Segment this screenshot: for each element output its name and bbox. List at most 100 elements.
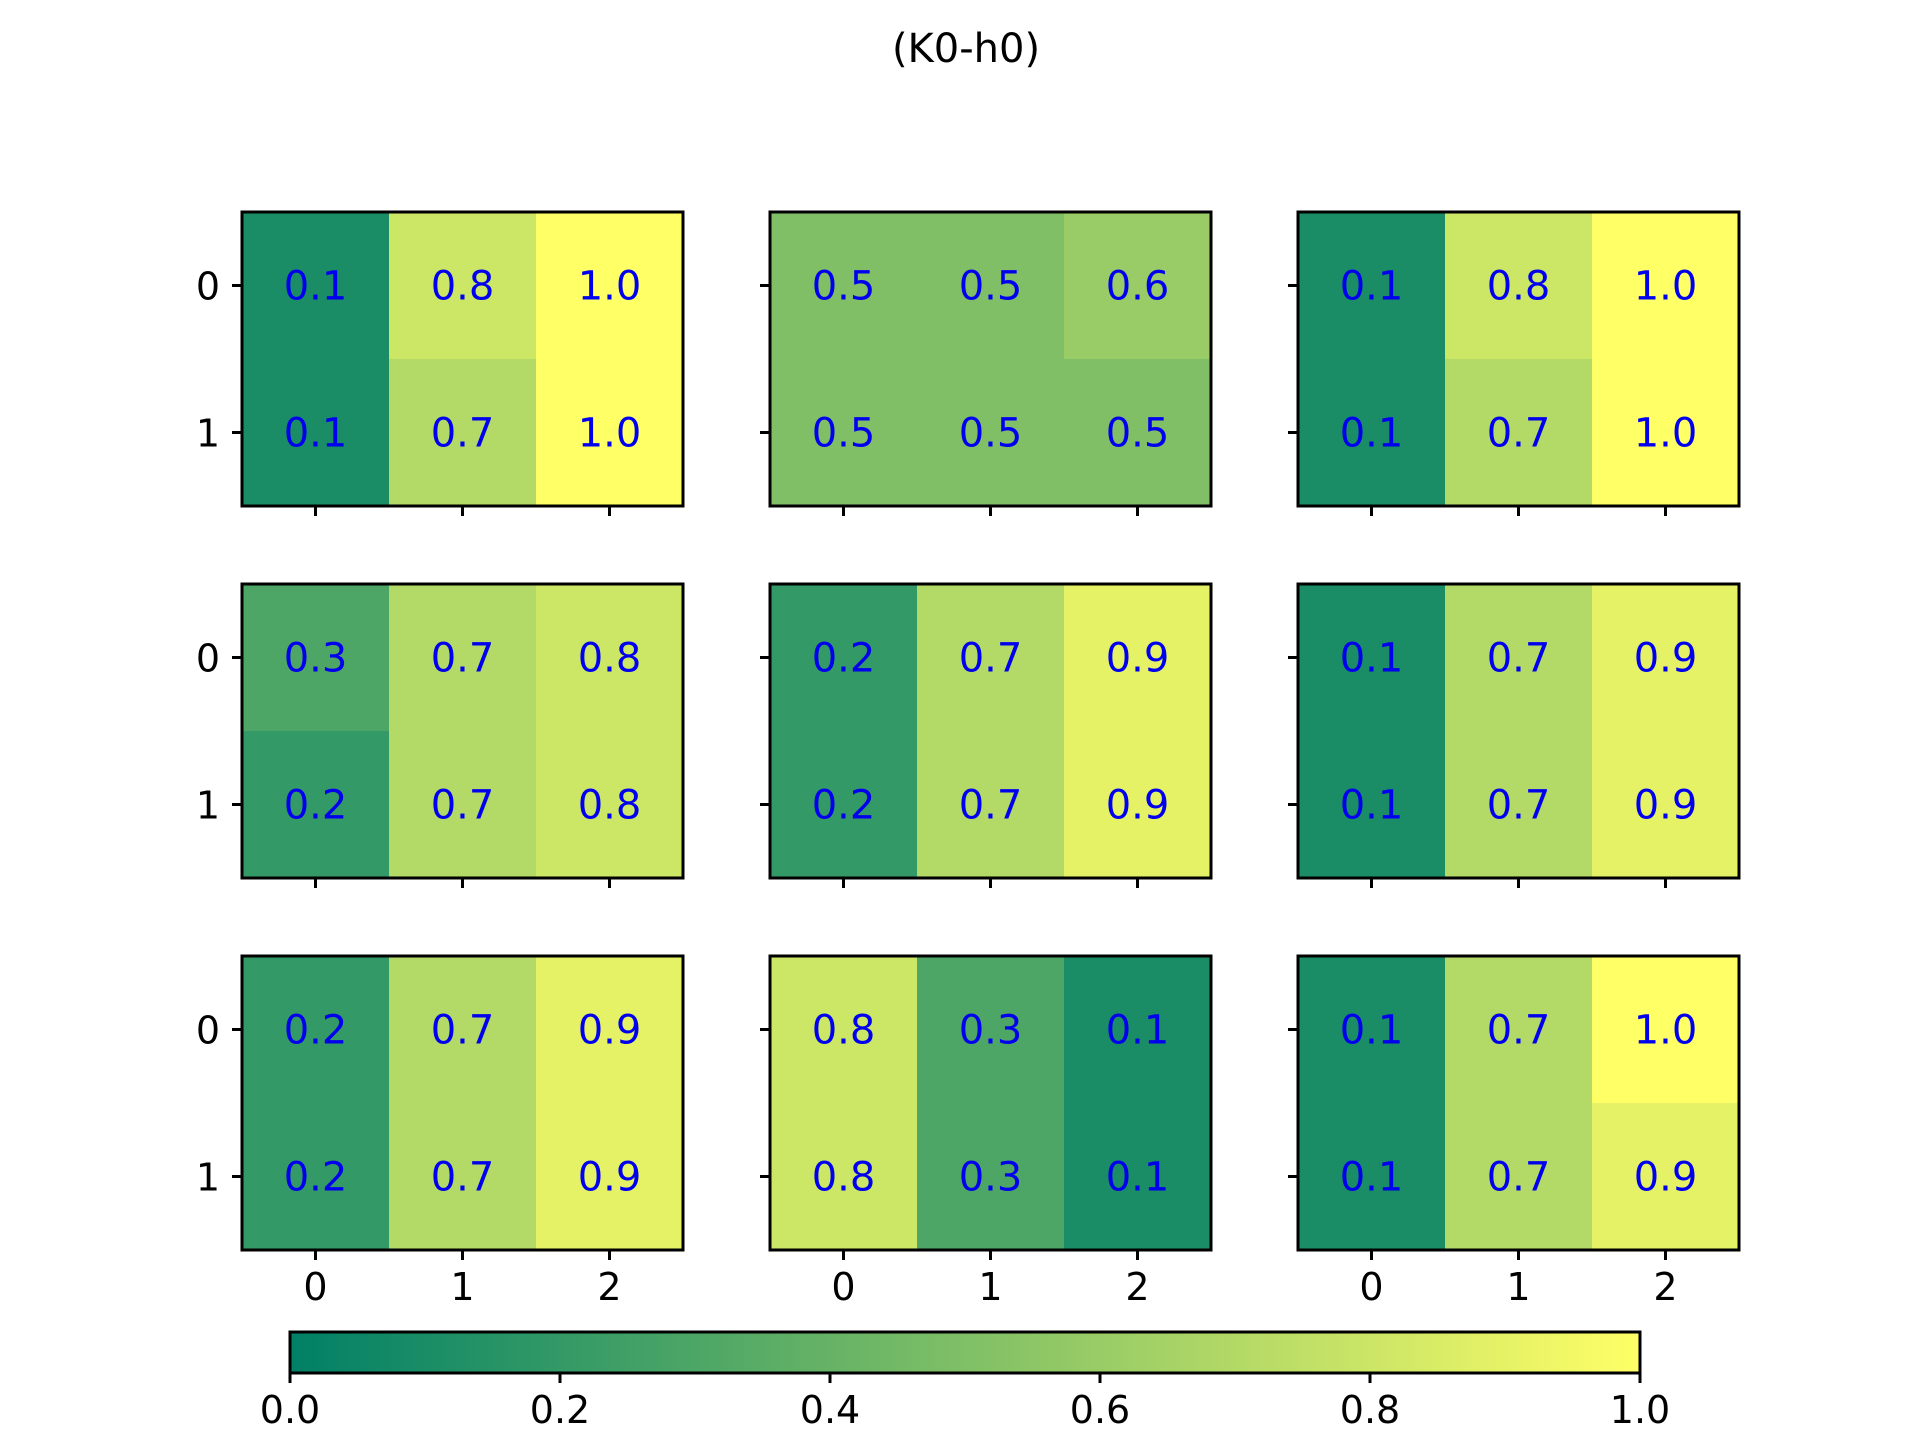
cell-value-label: 0.3 (959, 1008, 1023, 1054)
cell-value-label: 0.2 (812, 783, 876, 829)
heatmap-panel-6: 0.1 0.7 0.9 0.1 0.7 0.9 (1288, 582, 1741, 888)
cell-value-label: 0.8 (578, 636, 642, 682)
heatmap-panel-1: 0.1 0.8 1.0 0.1 0.7 1.0 0 1 (196, 210, 685, 516)
x-tick-label: 1 (450, 1265, 474, 1309)
y-tick-label: 0 (196, 265, 220, 309)
cell-value-label: 1.0 (578, 411, 642, 457)
heatmap-cell (1445, 584, 1593, 732)
colorbar-tick-label: 0.2 (530, 1388, 590, 1432)
cell-value-label: 0.7 (431, 783, 495, 829)
cell-value-label: 0.7 (1487, 411, 1551, 457)
cell-value-label: 0.1 (1340, 783, 1404, 829)
heatmap-cell (1298, 1103, 1446, 1251)
colorbar-tick-label: 0.8 (1340, 1388, 1400, 1432)
heatmap-cell (917, 212, 1065, 360)
heatmap-cell (389, 359, 537, 507)
cell-value-label: 0.8 (578, 783, 642, 829)
cell-value-label: 1.0 (1634, 264, 1698, 310)
heatmap-cell (1445, 956, 1593, 1104)
cell-value-label: 0.2 (284, 1155, 348, 1201)
heatmap-cell (536, 956, 684, 1104)
cell-value-label: 0.1 (1106, 1155, 1170, 1201)
colorbar: 0.0 0.2 0.4 0.6 0.8 1.0 (260, 1330, 1670, 1432)
cell-value-label: 0.6 (1106, 264, 1170, 310)
heatmap-cell (770, 731, 918, 879)
cell-value-label: 0.2 (812, 636, 876, 682)
heatmap-cell (242, 584, 390, 732)
cell-value-label: 0.3 (284, 636, 348, 682)
cell-value-label: 0.9 (1634, 1155, 1698, 1201)
heatmap-cell (242, 359, 390, 507)
cell-value-label: 0.9 (1106, 783, 1170, 829)
cell-value-label: 0.7 (1487, 1155, 1551, 1201)
heatmap-cell (917, 584, 1065, 732)
heatmap-cell (770, 584, 918, 732)
heatmap-panel-7: 0.2 0.7 0.9 0.2 0.7 0.9 0 1 0 1 2 (196, 954, 685, 1309)
heatmap-cell (917, 359, 1065, 507)
heatmap-panel-5: 0.2 0.7 0.9 0.2 0.7 0.9 (760, 582, 1213, 888)
heatmap-cell (1445, 359, 1593, 507)
colorbar-frame (288, 1330, 1642, 1375)
heatmap-cell (770, 359, 918, 507)
heatmap-cell (770, 956, 918, 1104)
cell-value-label: 0.7 (1487, 1008, 1551, 1054)
cell-value-label: 0.1 (1340, 1008, 1404, 1054)
heatmap-cell (770, 212, 918, 360)
cell-value-label: 0.7 (431, 636, 495, 682)
heatmap-cell (917, 731, 1065, 879)
cell-value-label: 1.0 (1634, 1008, 1698, 1054)
x-tick-label: 2 (1653, 1265, 1677, 1309)
cell-value-label: 0.7 (959, 783, 1023, 829)
heatmap-cell (242, 212, 390, 360)
cell-value-label: 0.1 (1340, 1155, 1404, 1201)
heatmap-cell (1298, 584, 1446, 732)
heatmap-cell (536, 1103, 684, 1251)
heatmap-cell (536, 359, 684, 507)
colorbar-tick-label: 0.0 (260, 1388, 320, 1432)
cell-value-label: 0.9 (1106, 636, 1170, 682)
heatmap-cell (389, 1103, 537, 1251)
cell-value-label: 0.9 (1634, 636, 1698, 682)
cell-value-label: 0.5 (1106, 411, 1170, 457)
heatmap-cell (1064, 584, 1212, 732)
cell-value-label: 0.7 (1487, 783, 1551, 829)
heatmap-cell (1592, 359, 1740, 507)
cell-value-label: 0.1 (1340, 264, 1404, 310)
cell-value-label: 0.7 (431, 411, 495, 457)
y-tick-label: 0 (196, 637, 220, 681)
heatmap-cell (917, 956, 1065, 1104)
heatmap-cell (1064, 359, 1212, 507)
heatmap-cell (242, 1103, 390, 1251)
x-tick-label: 0 (831, 1265, 855, 1309)
cell-value-label: 0.2 (284, 783, 348, 829)
cell-value-label: 0.1 (1106, 1008, 1170, 1054)
cell-value-label: 0.5 (959, 411, 1023, 457)
heatmap-cell (1064, 212, 1212, 360)
heatmap-cell (1592, 584, 1740, 732)
heatmap-cell (917, 1103, 1065, 1251)
colorbar-tick-label: 1.0 (1610, 1388, 1670, 1432)
heatmap-cell (242, 956, 390, 1104)
cell-value-label: 0.7 (431, 1008, 495, 1054)
heatmap-cell (1445, 1103, 1593, 1251)
heatmap-cell (1064, 731, 1212, 879)
y-tick-label: 1 (196, 412, 220, 456)
cell-value-label: 0.2 (284, 1008, 348, 1054)
heatmap-cell (389, 731, 537, 879)
cell-value-label: 0.7 (431, 1155, 495, 1201)
cell-value-label: 0.5 (812, 264, 876, 310)
x-tick-label: 0 (303, 1265, 327, 1309)
heatmap-panel-8: 0.8 0.3 0.1 0.8 0.3 0.1 0 1 2 (760, 954, 1213, 1309)
cell-value-label: 1.0 (1634, 411, 1698, 457)
cell-value-label: 1.0 (578, 264, 642, 310)
y-tick-label: 1 (196, 1156, 220, 1200)
y-tick-label: 1 (196, 784, 220, 828)
heatmap-cell (1298, 212, 1446, 360)
x-tick-label: 0 (1359, 1265, 1383, 1309)
heatmap-cell (1445, 731, 1593, 879)
heatmap-cell (536, 584, 684, 732)
colorbar-tick-label: 0.4 (800, 1388, 860, 1432)
heatmap-cell (1298, 359, 1446, 507)
cell-value-label: 0.5 (812, 411, 876, 457)
